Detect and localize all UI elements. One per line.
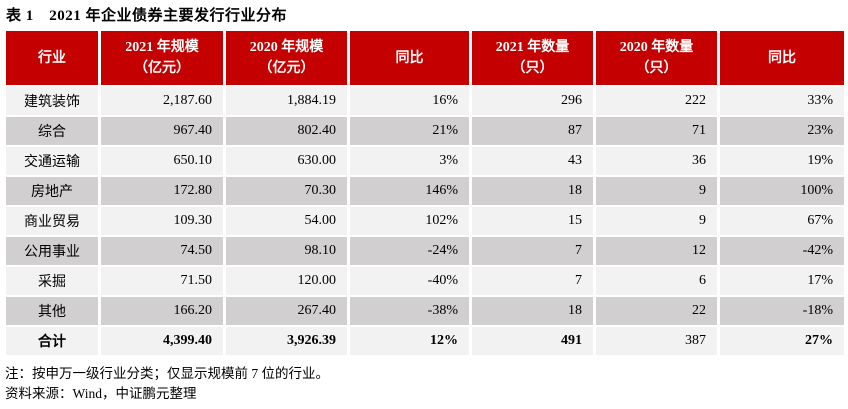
cell-count-2021: 296 [472, 87, 593, 115]
cell-count-2020: 22 [596, 297, 717, 325]
header-cell-scale-2020: 2020 年规模 （亿元） [226, 31, 347, 85]
cell-scale-2021: 172.80 [101, 177, 223, 205]
header-cell-scale-2021: 2021 年规模 （亿元） [101, 31, 223, 85]
cell-scale-2020: 98.10 [226, 237, 347, 265]
cell-count-yoy: 27% [720, 327, 844, 355]
cell-scale-2021: 2,187.60 [101, 87, 223, 115]
table-row: 商业贸易 109.30 54.00 102% 15 9 67% [6, 207, 844, 235]
cell-scale-2021: 71.50 [101, 267, 223, 295]
header-cell-count-2020: 2020 年数量 （只） [596, 31, 717, 85]
cell-count-2021: 7 [472, 237, 593, 265]
header-cell-industry: 行业 [6, 31, 98, 85]
cell-count-2021: 7 [472, 267, 593, 295]
cell-count-2020: 6 [596, 267, 717, 295]
table-notes: 注：按申万一级行业分类；仅显示规模前 7 位的行业。 资料来源：Wind，中证鹏… [5, 364, 848, 404]
cell-count-2021: 18 [472, 297, 593, 325]
header-row: 行业 2021 年规模 （亿元） 2020 年规模 （亿元） 同比 2021 年… [6, 31, 844, 85]
header-cell-count-2021: 2021 年数量 （只） [472, 31, 593, 85]
cell-industry: 建筑装饰 [6, 87, 98, 115]
cell-scale-2021: 650.10 [101, 147, 223, 175]
cell-scale-2020: 120.00 [226, 267, 347, 295]
cell-scale-yoy: -24% [350, 237, 469, 265]
cell-count-yoy: 23% [720, 117, 844, 145]
cell-count-yoy: -18% [720, 297, 844, 325]
cell-scale-2020: 1,884.19 [226, 87, 347, 115]
cell-count-2020: 12 [596, 237, 717, 265]
cell-count-2020: 222 [596, 87, 717, 115]
cell-industry: 商业贸易 [6, 207, 98, 235]
cell-count-2020: 9 [596, 207, 717, 235]
cell-count-yoy: 100% [720, 177, 844, 205]
table-row: 房地产 172.80 70.30 146% 18 9 100% [6, 177, 844, 205]
cell-count-2021: 15 [472, 207, 593, 235]
cell-industry: 合计 [6, 327, 98, 355]
table-row: 其他 166.20 267.40 -38% 18 22 -18% [6, 297, 844, 325]
cell-scale-yoy: -40% [350, 267, 469, 295]
table-row: 采掘 71.50 120.00 -40% 7 6 17% [6, 267, 844, 295]
cell-count-2021: 87 [472, 117, 593, 145]
cell-count-yoy: 67% [720, 207, 844, 235]
cell-scale-2020: 802.40 [226, 117, 347, 145]
cell-scale-2020: 630.00 [226, 147, 347, 175]
cell-count-2020: 387 [596, 327, 717, 355]
table-title: 表 1 2021 年企业债券主要发行行业分布 [6, 8, 288, 24]
cell-count-2021: 491 [472, 327, 593, 355]
note-source: 资料来源：Wind，中证鹏元整理 [5, 386, 197, 401]
cell-industry: 交通运输 [6, 147, 98, 175]
table-row: 建筑装饰 2,187.60 1,884.19 16% 296 222 33% [6, 87, 844, 115]
cell-scale-yoy: 12% [350, 327, 469, 355]
cell-scale-yoy: 3% [350, 147, 469, 175]
cell-count-2020: 71 [596, 117, 717, 145]
cell-industry: 综合 [6, 117, 98, 145]
cell-industry: 其他 [6, 297, 98, 325]
cell-scale-yoy: 102% [350, 207, 469, 235]
header-cell-count-yoy: 同比 [720, 31, 844, 85]
note-classification: 注：按申万一级行业分类；仅显示规模前 7 位的行业。 [5, 366, 329, 381]
table-row: 交通运输 650.10 630.00 3% 43 36 19% [6, 147, 844, 175]
cell-count-yoy: 33% [720, 87, 844, 115]
cell-industry: 公用事业 [6, 237, 98, 265]
cell-count-2021: 18 [472, 177, 593, 205]
cell-scale-2020: 70.30 [226, 177, 347, 205]
cell-scale-2020: 54.00 [226, 207, 347, 235]
industry-distribution-table: 行业 2021 年规模 （亿元） 2020 年规模 （亿元） 同比 2021 年… [3, 29, 847, 357]
cell-count-2020: 36 [596, 147, 717, 175]
cell-count-2021: 43 [472, 147, 593, 175]
cell-scale-yoy: -38% [350, 297, 469, 325]
cell-scale-2021: 74.50 [101, 237, 223, 265]
cell-industry: 采掘 [6, 267, 98, 295]
table-row: 公用事业 74.50 98.10 -24% 7 12 -42% [6, 237, 844, 265]
cell-industry: 房地产 [6, 177, 98, 205]
cell-scale-yoy: 16% [350, 87, 469, 115]
cell-scale-2021: 166.20 [101, 297, 223, 325]
cell-scale-yoy: 146% [350, 177, 469, 205]
table-row: 综合 967.40 802.40 21% 87 71 23% [6, 117, 844, 145]
cell-scale-2020: 267.40 [226, 297, 347, 325]
cell-count-yoy: -42% [720, 237, 844, 265]
cell-scale-2021: 109.30 [101, 207, 223, 235]
cell-scale-2021: 4,399.40 [101, 327, 223, 355]
cell-count-yoy: 19% [720, 147, 844, 175]
cell-scale-2020: 3,926.39 [226, 327, 347, 355]
cell-count-2020: 9 [596, 177, 717, 205]
total-row: 合计 4,399.40 3,926.39 12% 491 387 27% [6, 327, 844, 355]
header-cell-scale-yoy: 同比 [350, 31, 469, 85]
cell-scale-2021: 967.40 [101, 117, 223, 145]
cell-scale-yoy: 21% [350, 117, 469, 145]
cell-count-yoy: 17% [720, 267, 844, 295]
